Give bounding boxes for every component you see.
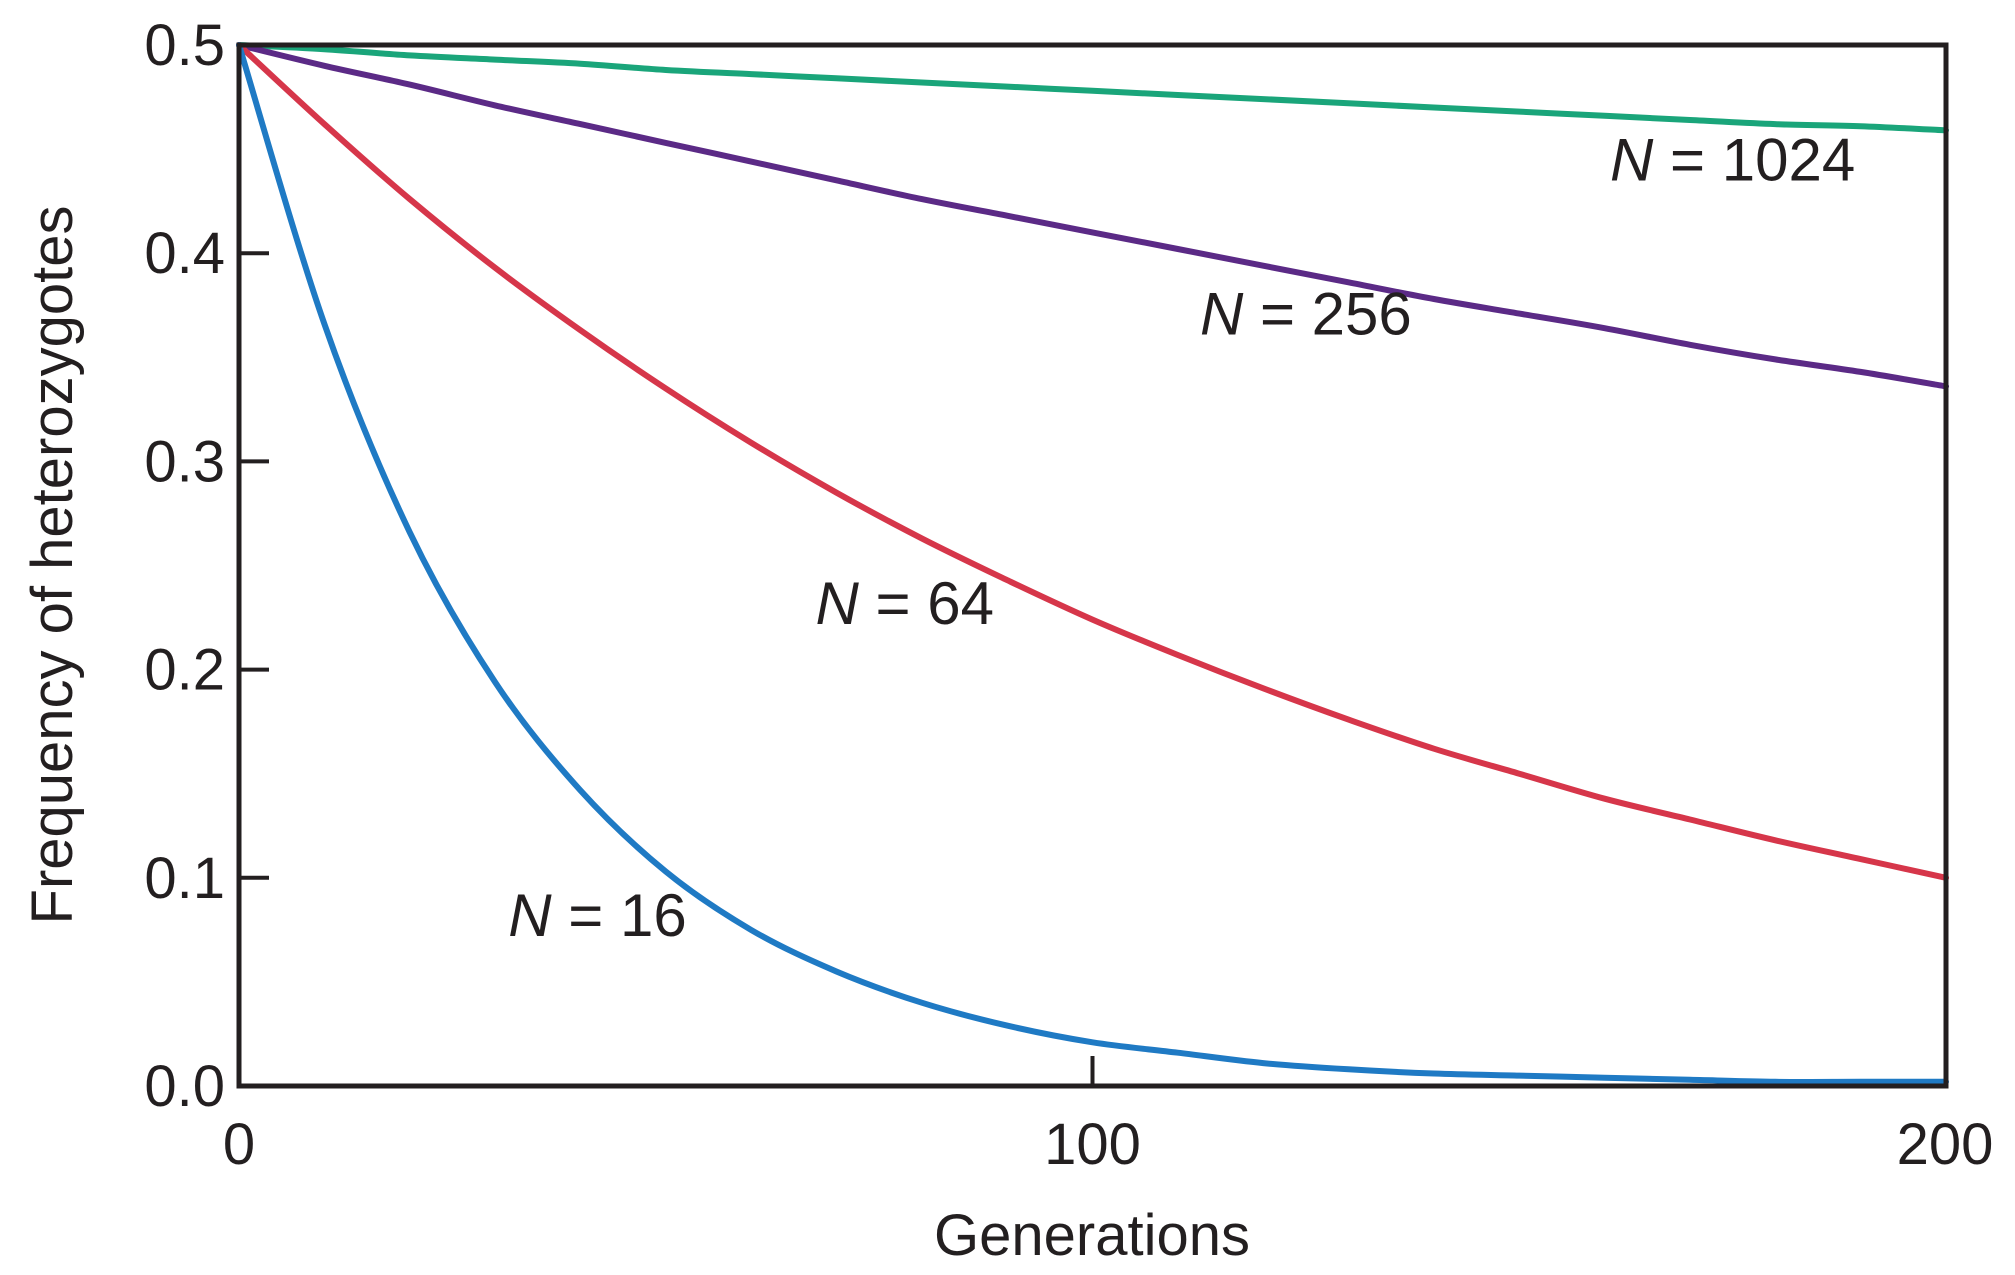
x-axis-title: Generations — [934, 1203, 1250, 1268]
series-label: N = 256 — [1200, 280, 1412, 347]
series-line-0 — [236, 42, 1949, 134]
y-tick-label: 0.3 — [144, 429, 225, 494]
series-label-variable: N — [815, 570, 859, 637]
series-label-value: = 16 — [552, 882, 687, 949]
series-label: N = 1024 — [1610, 126, 1855, 193]
series-label-variable: N — [1610, 126, 1654, 193]
y-tick-label: 0.1 — [144, 846, 225, 911]
series-label: N = 16 — [508, 882, 686, 949]
plot-frame — [236, 42, 1949, 1089]
series-label-variable: N — [508, 882, 552, 949]
series-line-3 — [236, 42, 1949, 1085]
series-layer — [236, 42, 1949, 1085]
series-label-value: = 1024 — [1653, 126, 1855, 193]
series-label: N = 64 — [815, 570, 993, 637]
series-line-2 — [236, 42, 1949, 881]
y-tick-label: 0.4 — [144, 221, 225, 286]
x-tick-label: 200 — [1897, 1112, 1994, 1177]
y-tick-label: 0.5 — [144, 13, 225, 78]
y-tick-label: 0.0 — [144, 1054, 225, 1119]
tick-layer: 0.0 0.1 0.2 0.3 0.4 0.5 0 100 200 — [144, 13, 1993, 1177]
series-label-value: = 256 — [1243, 280, 1412, 347]
series-label-value: = 64 — [859, 570, 994, 637]
series-line-1 — [236, 42, 1949, 390]
y-tick-label: 0.2 — [144, 638, 225, 703]
series-label-variable: N — [1200, 280, 1244, 347]
y-axis-title: Frequency of heterozygotes — [20, 206, 85, 925]
x-tick-label: 100 — [1044, 1112, 1141, 1177]
x-tick-label: 0 — [223, 1112, 255, 1177]
